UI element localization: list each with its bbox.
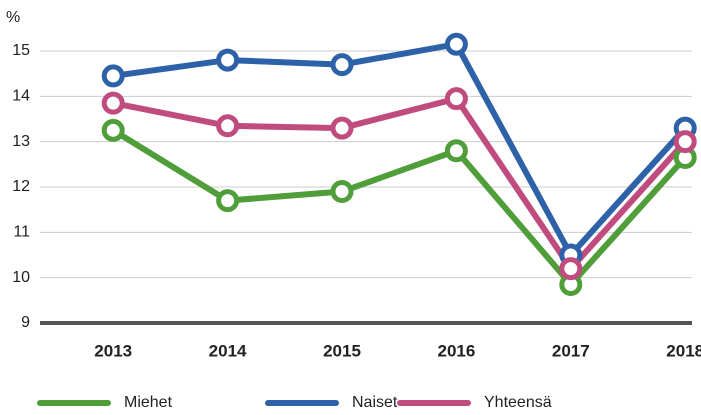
point xyxy=(101,118,125,142)
legend-label: Naiset xyxy=(352,394,398,411)
x-tick-label: 2015 xyxy=(323,341,361,360)
y-unit-label: % xyxy=(6,9,20,26)
y-tick-label: 11 xyxy=(13,224,30,241)
point xyxy=(330,53,354,77)
x-tick-label: 2018 xyxy=(666,341,701,360)
legend-label: Miehet xyxy=(124,394,173,411)
point xyxy=(101,91,125,115)
point xyxy=(330,180,354,204)
point xyxy=(216,48,240,72)
x-tick-label: 2014 xyxy=(209,341,247,360)
y-tick-label: 9 xyxy=(21,314,30,331)
x-tick-label: 2017 xyxy=(552,341,590,360)
point xyxy=(330,116,354,140)
y-tick-label: 15 xyxy=(12,42,30,59)
point xyxy=(444,139,468,163)
x-tick-label: 2013 xyxy=(94,341,132,360)
point xyxy=(216,189,240,213)
y-tick-label: 12 xyxy=(12,178,30,195)
series-line xyxy=(112,95,688,272)
legend-label: Yhteensä xyxy=(484,394,552,411)
point xyxy=(101,64,125,88)
x-tick-label: 2016 xyxy=(437,341,475,360)
point xyxy=(216,114,240,138)
series-line xyxy=(112,41,688,258)
point xyxy=(673,130,697,154)
y-tick-label: 10 xyxy=(12,269,30,286)
y-tick-label: 14 xyxy=(12,88,30,105)
y-tick-label: 13 xyxy=(12,133,30,150)
series-line xyxy=(111,127,688,288)
point xyxy=(559,257,583,281)
point xyxy=(444,32,468,56)
point xyxy=(444,87,468,111)
